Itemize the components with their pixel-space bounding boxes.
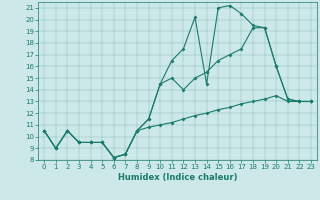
X-axis label: Humidex (Indice chaleur): Humidex (Indice chaleur) <box>118 173 237 182</box>
